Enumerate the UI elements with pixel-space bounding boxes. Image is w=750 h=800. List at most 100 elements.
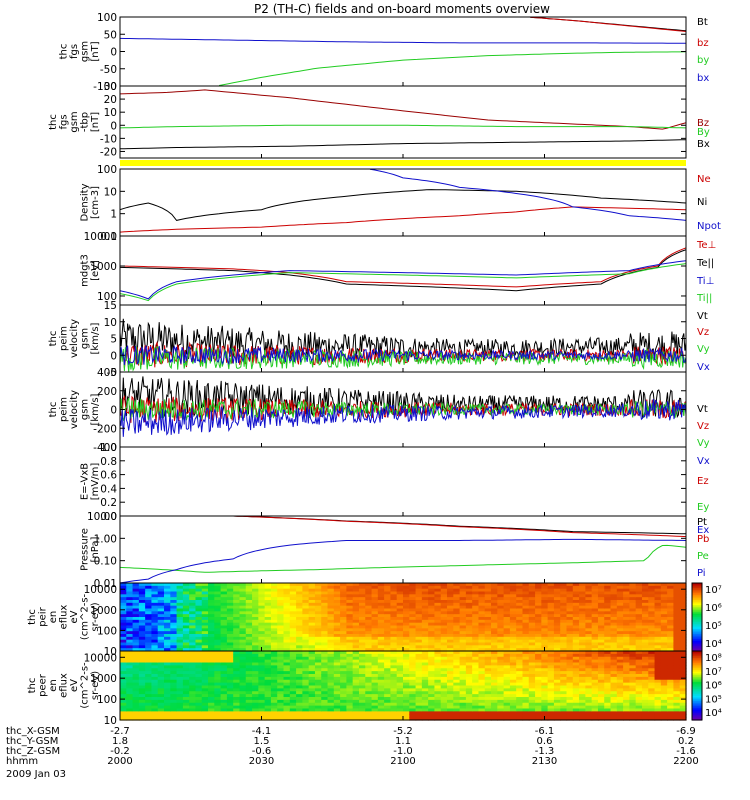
ytick-density-2: 1 <box>110 209 117 221</box>
ylabel-temp-1: [eV] <box>90 260 101 281</box>
legend-efield-1: Ey <box>697 502 709 513</box>
xrow-0-val-0: -2.7 <box>110 726 130 737</box>
panel-velgsm: Vt Vz Vy Vx 15 10 5 0 -5 thc peim velocity gsm [km/s] <box>48 300 710 379</box>
ylabel-velgsm2-0: thc <box>48 402 59 418</box>
ytick-velgsm-0: 15 <box>104 300 117 312</box>
series-density-1 <box>120 189 686 221</box>
frame-efield <box>119 446 687 517</box>
ylabel-ion_spec-3: eflux <box>59 605 70 630</box>
frame-temp <box>119 235 687 306</box>
xrow-3-val-0: 2000 <box>107 756 132 767</box>
ytick-density-1: 10 <box>104 186 117 198</box>
ytick-velgsm-2: 5 <box>110 334 117 346</box>
legend-temp-1: Te|| <box>696 258 714 269</box>
series-bgse-3 <box>120 37 686 44</box>
ytick-ion_spec-0: 10000 <box>84 584 117 596</box>
xrow-0-val-4: -6.9 <box>676 726 696 737</box>
ylabel-bgse-3: [nT] <box>90 41 101 61</box>
ytick-bgsm-4: -10 <box>100 133 117 145</box>
ytick-ion_spec-2: 100 <box>97 625 117 637</box>
xrow-2-val-2: -1.0 <box>393 746 413 757</box>
legend-velgsm2-1: Vz <box>697 421 709 432</box>
ytick-density-0: 100 <box>97 164 117 176</box>
legend-bgsm-0: Bz <box>697 118 709 129</box>
frame-density <box>119 168 687 237</box>
ytick-velgsm-4: -5 <box>107 367 117 379</box>
ylabel-elec_spec-2: en <box>48 679 59 692</box>
legend-density-0: Ne <box>697 174 711 185</box>
ylabel-efield-1: [mV/m] <box>90 463 101 501</box>
legend-velgsm-2: Vy <box>697 344 710 355</box>
xrow-0-val-1: -4.1 <box>252 726 272 737</box>
legend-bgse-3: bx <box>697 73 709 84</box>
x-axis-annotations: thc_X-GSM -2.7 -4.1 -5.2 -6.1 -6.9 thc_Y-GSM 1.… <box>6 726 699 780</box>
panel-ion_spec: 10⁷ 10⁶ 10⁵ 10⁴ 10000 1000 100 10 thc peir en eflux… <box>27 582 722 658</box>
ylabel-ion_spec-6: sr-eV) <box>90 602 101 631</box>
series-pressure-3 <box>120 538 686 583</box>
cbar-tick-ion_spec-0: 10⁷ <box>705 585 722 596</box>
xrow-2-val-0: -0.2 <box>110 746 130 757</box>
ylabel-ion_spec-1: peir <box>38 606 49 626</box>
ylabel-ion_spec-0: thc <box>27 609 38 625</box>
legend-pressure-1: Pb <box>697 534 709 545</box>
ylabel-ion_spec-4: eV <box>69 610 80 623</box>
xrow-1-val-4: 0.2 <box>678 736 694 747</box>
ytick-velgsm2-0: 400 <box>97 367 117 379</box>
ytick-bgse-3: -50 <box>100 64 117 76</box>
xrow-1-val-3: 0.6 <box>537 736 553 747</box>
ylabel-bgse-1: fgs <box>69 44 80 59</box>
ylabel-velgsm2-1: peim <box>59 397 70 422</box>
heatmap-ion_spec <box>120 583 687 652</box>
ylabel-velgsm-4: [km/s] <box>90 322 101 354</box>
ylabel-velgsm-3: gsm <box>80 328 91 349</box>
ylabel-pressure-1: [nPa] <box>90 536 101 562</box>
ytick-bgsm-5: -20 <box>100 146 117 158</box>
xrow-3-val-1: 2030 <box>249 756 274 767</box>
ytick-density-3: 0.1 <box>100 231 117 243</box>
ytick-ion_spec-1: 1000 <box>90 605 117 617</box>
ytick-bgsm-3: 0 <box>110 120 117 132</box>
series-temp-0 <box>120 247 686 288</box>
xrow-3-val-2: 2100 <box>390 756 415 767</box>
colorbar-ion_spec: 10⁷ 10⁶ 10⁵ 10⁴ <box>691 582 722 652</box>
ytick-bgsm-2: 10 <box>104 107 117 119</box>
ytick-bgse-2: 0 <box>110 47 117 59</box>
ytick-velgsm2-3: -200 <box>93 423 117 435</box>
series-bgsm-1 <box>120 124 686 129</box>
cbar-tick-ion_spec-3: 10⁴ <box>705 639 722 650</box>
figure-title: P2 (TH-C) fields and on-board moments ov… <box>254 2 550 16</box>
legend-bgse-2: by <box>697 55 709 66</box>
ytick-temp-0: 10000 <box>84 231 117 243</box>
cbar-tick-elec_spec-2: 10⁶ <box>705 681 722 692</box>
ylabel-bgse-2: gsm <box>80 41 91 62</box>
ylabel-ion_spec-2: en <box>48 611 59 624</box>
ytick-elec_spec-3: 10 <box>104 715 117 727</box>
heatmap-elec_spec <box>120 651 687 721</box>
ylabel-elec_spec-4: eV <box>69 679 80 692</box>
colorbar-elec_spec: 10⁸ 10⁷ 10⁶ 10⁵ 10⁴ <box>691 650 722 721</box>
xrow-2-val-4: -1.6 <box>676 746 696 757</box>
ylabel-elec_spec-1: peer <box>38 673 49 697</box>
ytick-efield-0: 1.0 <box>100 442 117 454</box>
cbar-tick-ion_spec-1: 10⁶ <box>705 603 722 614</box>
ylabel-bgsm-3: -tbp <box>80 112 91 132</box>
ylabel-elec_spec-6: sr-eV) <box>90 671 101 700</box>
ytick-temp-1: 1000 <box>90 261 117 273</box>
ytick-bgsm-1: 20 <box>104 94 117 106</box>
legend-temp-3: Ti|| <box>696 293 712 304</box>
ytick-bgse-0: 100 <box>97 12 117 24</box>
ylabel-pressure-0: Pressure <box>80 528 91 571</box>
panel-bgse: Bt bz by bx 100 50 0 -50 -100 thc fgs gsm [nT] <box>59 12 710 93</box>
ytick-velgsm2-4: -400 <box>93 442 117 454</box>
series-bgsm-2 <box>120 139 686 150</box>
xrow-label-3: hhmm <box>6 756 38 767</box>
ytick-efield-5: 0.0 <box>100 511 117 523</box>
panel-density: Ne Ni Npot 100 10 1 0.1 Density [cm-3] <box>80 164 721 243</box>
series-pressure-2 <box>120 544 686 573</box>
xrow-1-val-0: 1.8 <box>112 736 128 747</box>
ytick-efield-1: 0.8 <box>100 456 117 468</box>
panel-velgsm2: Vt Vz Vy Vx 400 200 0 -200 -400 thc peim velocity gs… <box>48 367 710 467</box>
ytick-velgsm-3: 0 <box>110 350 117 362</box>
